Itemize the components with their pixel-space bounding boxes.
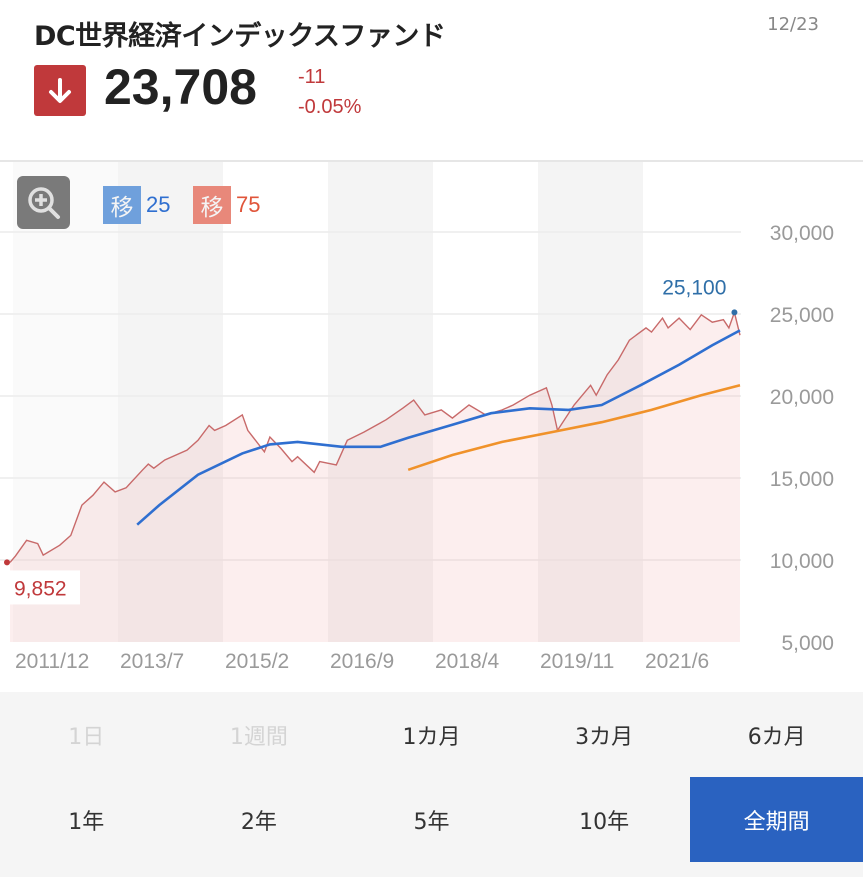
legend-ma25[interactable]: 移 25 [103,186,170,224]
range-button[interactable]: 1日 [68,724,105,750]
arrow-down-icon [34,65,86,116]
min-point [4,559,10,566]
y-tick-label: 5,000 [781,632,834,655]
range-button[interactable]: 全期間 [690,777,863,862]
x-tick-label: 2019/11 [540,650,614,673]
x-tick-label: 2021/6 [645,650,709,673]
page-title: DC世界経済インデックスファンド [34,21,446,52]
divider [0,160,863,162]
range-button[interactable]: 1週間 [229,724,288,750]
price-line [9,309,741,563]
x-tick-label: 2016/9 [330,650,394,673]
max-label: 25,100 [662,276,726,299]
x-tick-label: 2011/12 [15,650,89,673]
zoom-button[interactable] [17,176,70,229]
ma75-line [407,384,741,472]
min-label: 9,852 [14,577,67,600]
range-selector: 1日 1週間 1カ月 3カ月 6カ月 1年 2年 5年 10年 全期間 [0,692,863,877]
change-percent: -0.05% [298,96,362,118]
range-button[interactable]: 1カ月 [402,724,461,750]
date-label: 12/23 [767,14,819,35]
plot-band [538,162,643,642]
x-tick-label: 2015/2 [225,650,289,673]
ma75-label: 75 [236,192,261,217]
change-block: -11 -0.05% [298,62,361,122]
plot-band [118,162,223,642]
price-chart: 30,000 25,000 20,000 15,000 10,000 5,000 2011/… [0,162,834,673]
min-label-bg [8,570,80,605]
plot-band [13,162,118,642]
y-tick-label: 15,000 [770,468,834,491]
range-button[interactable]: 10年 [579,809,630,835]
x-tick-label: 2013/7 [120,650,184,673]
y-tick-label: 25,000 [770,304,834,327]
zoom-in-icon [27,186,60,219]
x-tick-label: 2018/4 [435,650,500,673]
max-point [731,309,738,316]
range-button[interactable]: 3カ月 [575,724,634,750]
price-value: 23,708 [104,59,257,115]
y-tick-label: 20,000 [770,386,834,409]
range-button[interactable]: 1年 [68,809,105,835]
y-tick-label: 30,000 [770,222,834,245]
legend-ma75[interactable]: 移 75 [193,186,260,224]
ma25-label: 25 [146,192,171,217]
ma25-badge: 移 [103,186,141,224]
range-button[interactable]: 2年 [240,809,277,835]
price-area [10,312,740,642]
range-button[interactable]: 5年 [413,809,450,835]
range-button[interactable]: 6カ月 [747,724,806,750]
change-value: -11 [298,66,326,88]
ma25-line [136,329,741,526]
ma75-badge: 移 [193,186,231,224]
y-tick-label: 10,000 [770,550,834,573]
